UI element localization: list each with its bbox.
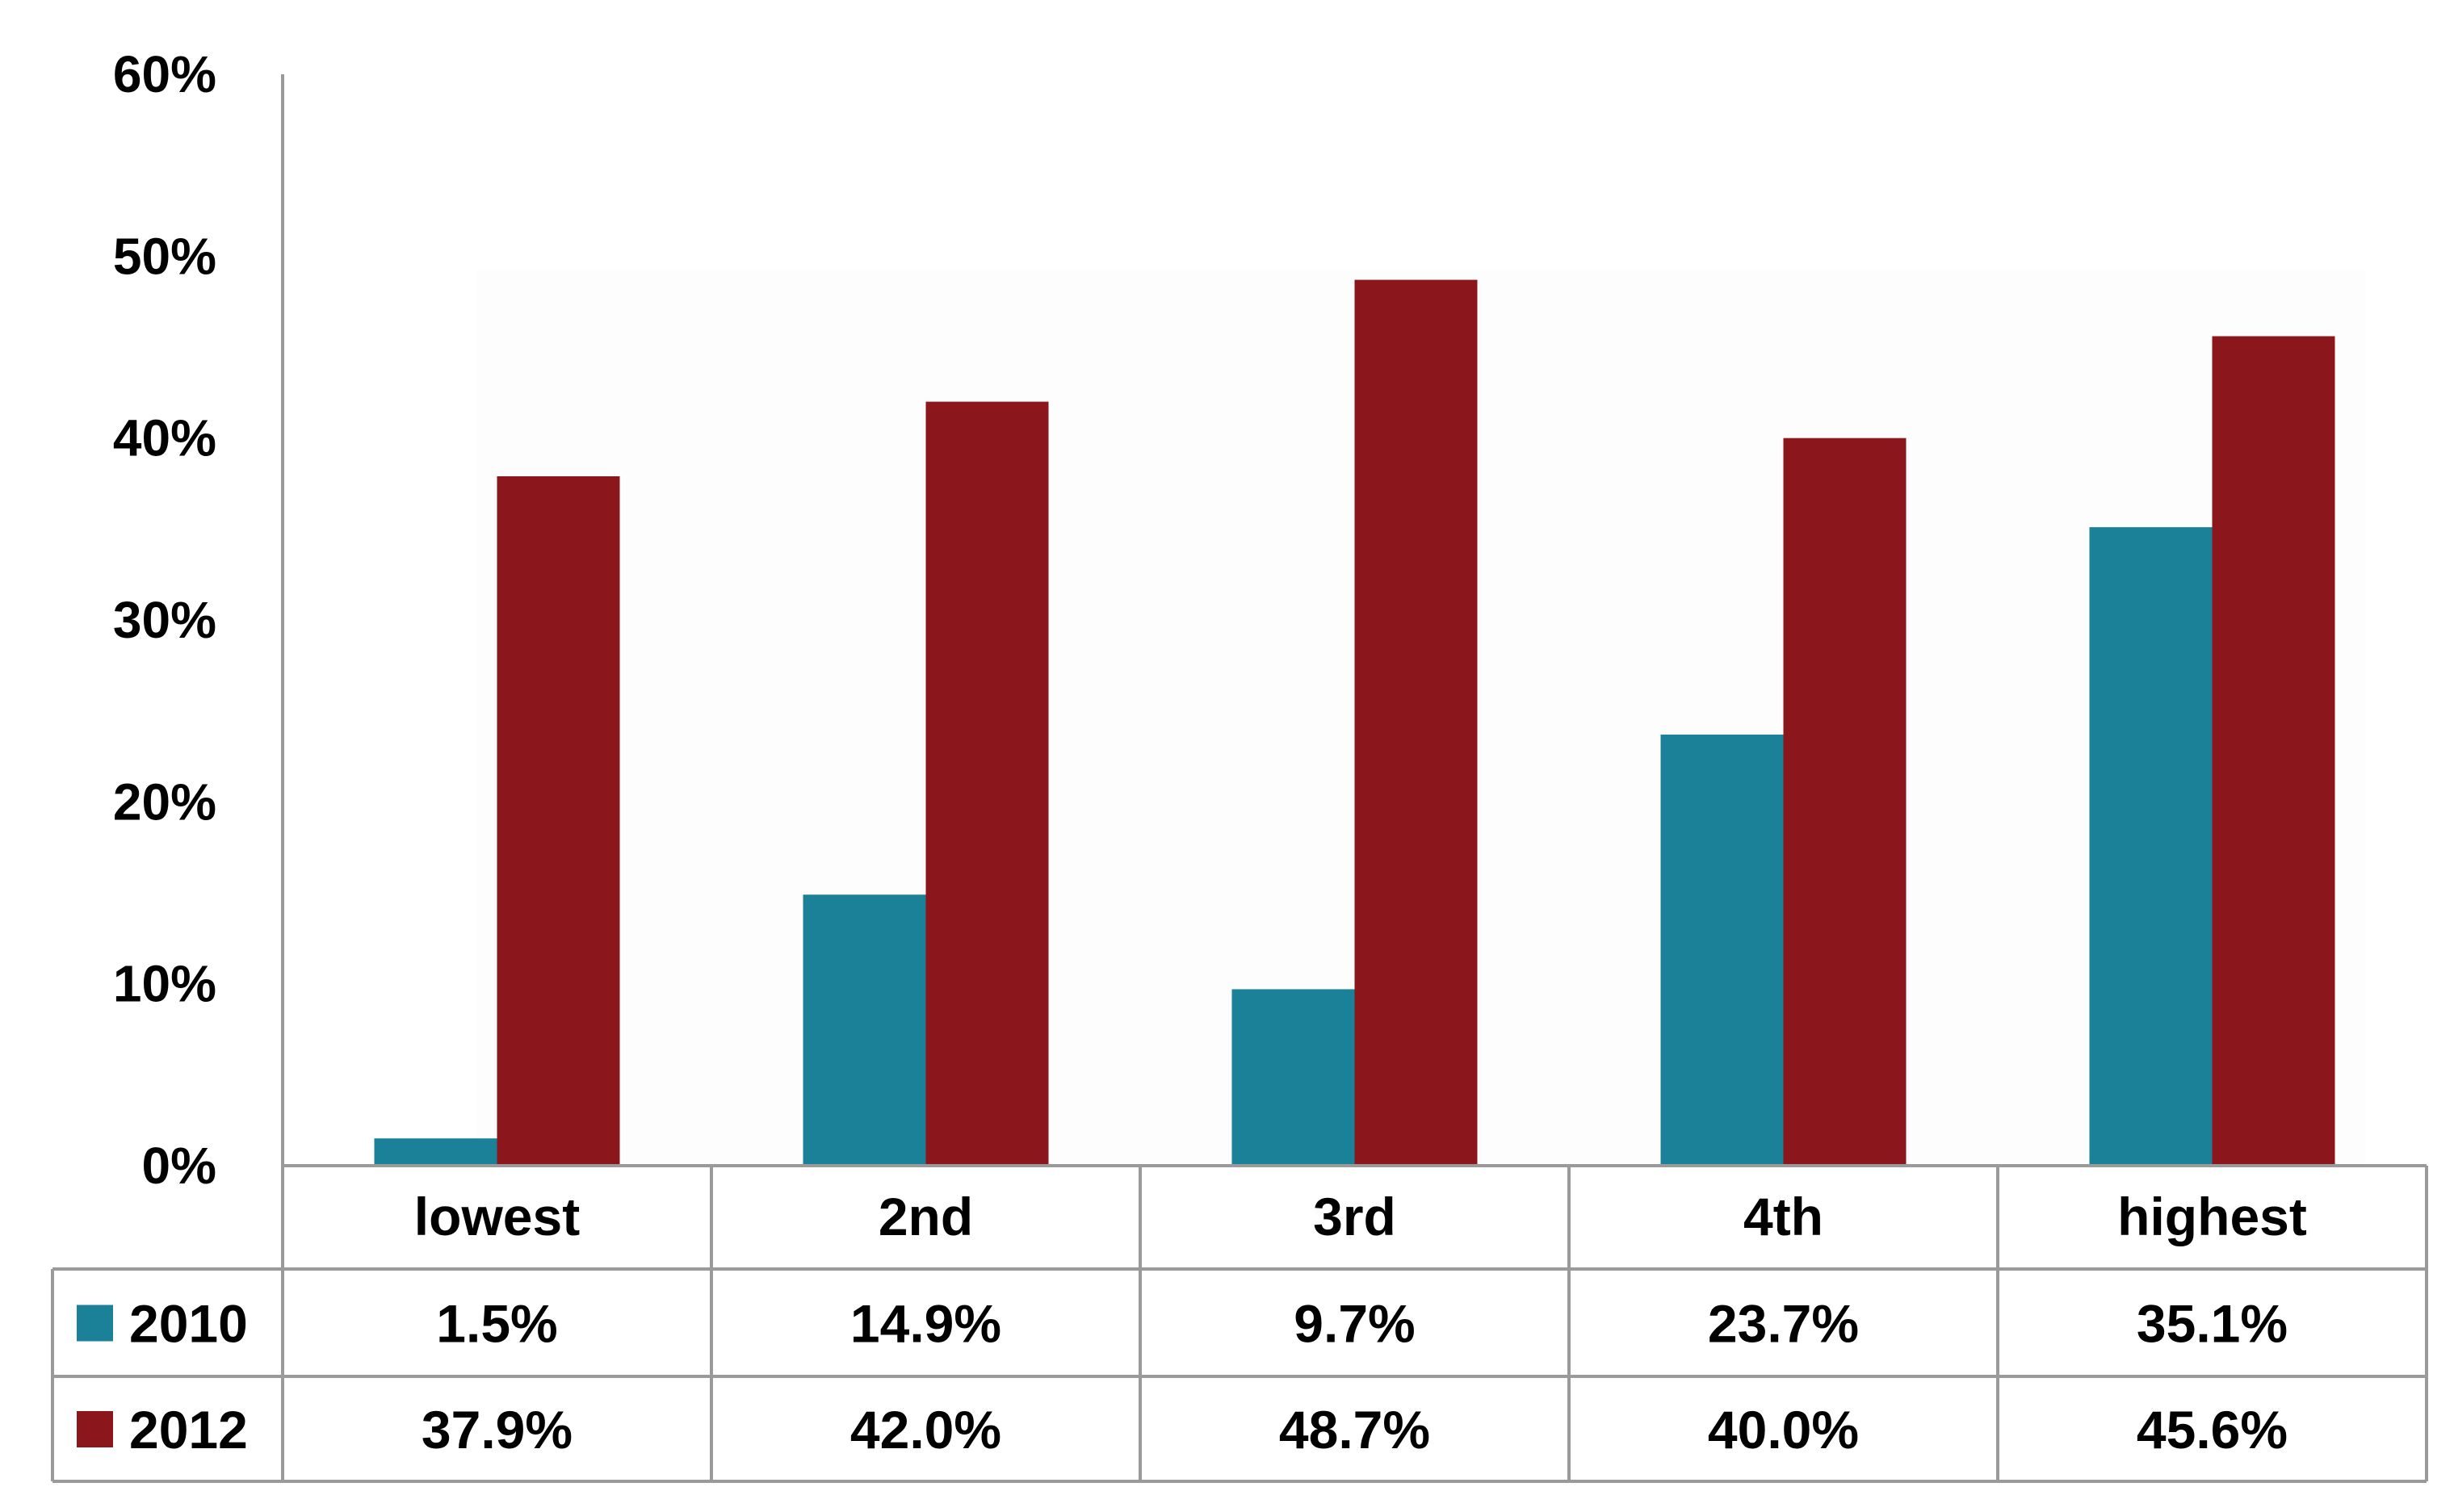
data-table-value: 23.7%: [1708, 1294, 1859, 1354]
legend-label: 2012: [129, 1400, 248, 1460]
data-table-value: 35.1%: [2137, 1294, 2288, 1354]
data-table-value: 1.5%: [436, 1294, 557, 1354]
y-tick-label: 60%: [113, 45, 216, 103]
data-table-value: 9.7%: [1294, 1294, 1415, 1354]
data-table-value: 14.9%: [850, 1294, 1001, 1354]
y-tick-label: 40%: [113, 409, 216, 467]
y-tick-label: 50%: [113, 227, 216, 285]
bar-2010-4th: [1660, 734, 1784, 1166]
bar-2010-3rd: [1231, 989, 1355, 1166]
category-label: 3rd: [1313, 1187, 1396, 1246]
bar-2012-lowest: [497, 475, 620, 1166]
data-table-value: 42.0%: [850, 1400, 1001, 1460]
bar-2012-4th: [1783, 438, 1907, 1166]
data-table-value: 45.6%: [2137, 1400, 2288, 1460]
bar-2012-2nd: [925, 401, 1049, 1166]
category-label: lowest: [414, 1187, 580, 1246]
data-table-value: 37.9%: [422, 1400, 573, 1460]
data-table-value: 40.0%: [1708, 1400, 1859, 1460]
bar-2010-highest: [2089, 527, 2213, 1166]
legend-key-2010: [77, 1305, 113, 1342]
y-tick-label: 30%: [113, 591, 216, 649]
legend-key-2012: [77, 1411, 113, 1447]
category-label: highest: [2117, 1187, 2307, 1246]
bar-2010-2nd: [803, 894, 926, 1166]
data-table-value: 48.7%: [1279, 1400, 1430, 1460]
bar-2012-highest: [2212, 336, 2335, 1166]
y-tick-label: 10%: [113, 955, 216, 1013]
category-label: 2nd: [879, 1187, 973, 1246]
legend-label: 2010: [129, 1294, 248, 1354]
y-tick-label: 20%: [113, 773, 216, 831]
category-label: 4th: [1743, 1187, 1823, 1246]
bar-2010-lowest: [374, 1138, 497, 1166]
y-tick-label: 0%: [142, 1137, 217, 1195]
bar-2012-3rd: [1354, 279, 1478, 1166]
